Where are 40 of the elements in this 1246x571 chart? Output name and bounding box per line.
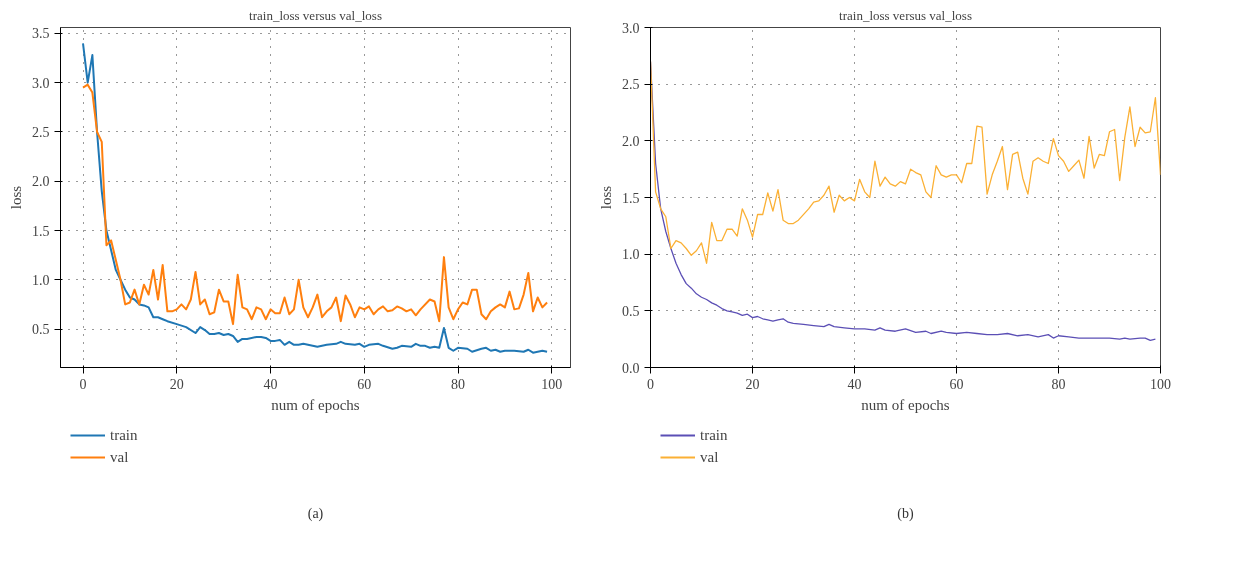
- line-series: [82, 42, 549, 354]
- y-axis-title: loss: [598, 185, 614, 210]
- text: (a): [307, 505, 324, 522]
- line-series: [82, 83, 549, 326]
- legend-label: val: [700, 448, 720, 466]
- x-tick-label: 0: [647, 376, 654, 392]
- y-tick-label: 2.0: [32, 174, 50, 190]
- chart-title: train_loss versus val_loss: [839, 7, 972, 23]
- y-tick-label: 1.5: [32, 223, 50, 239]
- x-tick-label: 80: [1051, 376, 1066, 392]
- x-axis-title: num of epochs: [271, 396, 360, 413]
- x-tick-label: 20: [745, 376, 760, 392]
- y-tick-label: 3.0: [32, 75, 50, 91]
- x-tick-label: 0: [79, 376, 87, 392]
- legend-label: train: [700, 426, 728, 444]
- legend-label: val: [110, 448, 130, 466]
- chart-title: train_loss versus val_loss: [249, 7, 382, 23]
- x-tick-label: 80: [451, 376, 465, 392]
- y-tick-label: 1.0: [32, 272, 50, 288]
- y-axis-title: loss: [8, 185, 24, 210]
- legend-label: train: [110, 426, 138, 444]
- y-tick-label: 2.5: [622, 77, 640, 93]
- y-tick-label: 3.0: [622, 20, 640, 36]
- y-tick-label: 3.5: [32, 26, 50, 42]
- y-tick-label: 1.0: [622, 247, 640, 263]
- y-tick-label: 0.5: [622, 303, 640, 319]
- y-tick-label: 2.0: [622, 133, 640, 149]
- x-tick-label: 40: [263, 376, 278, 392]
- y-tick-label: 1.5: [622, 190, 640, 206]
- x-tick-label: 60: [357, 376, 372, 392]
- y-tick-label: 2.5: [32, 124, 50, 140]
- x-tick-label: 100: [1150, 376, 1171, 392]
- x-tick-label: 60: [949, 376, 964, 392]
- text: (b): [897, 505, 914, 522]
- x-tick-label: 20: [169, 376, 184, 392]
- y-tick-label: 0.0: [622, 360, 640, 376]
- x-tick-label: 100: [541, 376, 563, 392]
- x-axis-title: num of epochs: [861, 396, 950, 413]
- y-tick-label: 0.5: [32, 322, 50, 338]
- x-tick-label: 40: [847, 376, 862, 392]
